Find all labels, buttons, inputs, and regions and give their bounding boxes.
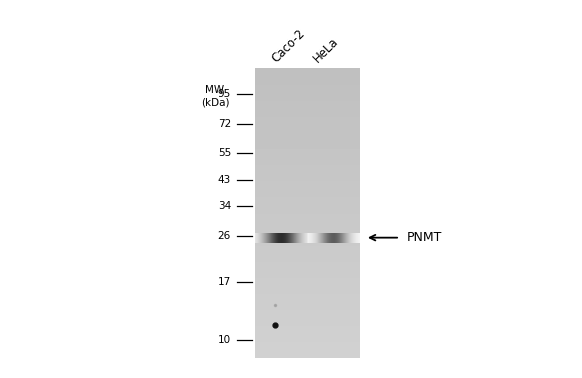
Text: 55: 55 [218,149,231,158]
Text: 10: 10 [218,335,231,345]
Text: 17: 17 [218,277,231,287]
Text: HeLa: HeLa [311,35,341,65]
Text: PNMT: PNMT [407,231,442,244]
Text: 95: 95 [218,88,231,99]
Text: 34: 34 [218,201,231,211]
Text: 72: 72 [218,119,231,129]
Text: 43: 43 [218,175,231,186]
Bar [255,68,360,358]
Text: MW
(kDa): MW (kDa) [201,85,229,107]
Text: Caco-2: Caco-2 [269,27,307,65]
Text: 26: 26 [218,231,231,240]
